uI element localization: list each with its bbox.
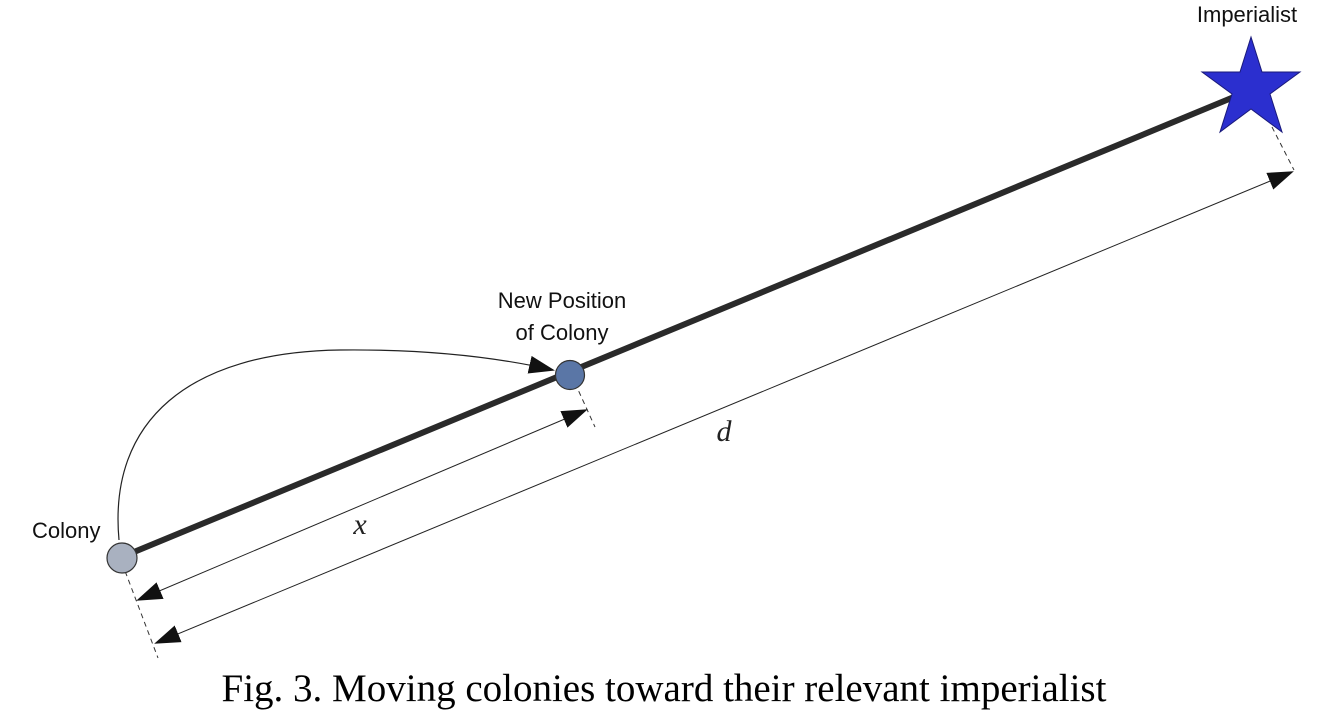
new-colony-circle-icon bbox=[554, 359, 586, 391]
new-position-label-line1: New Position bbox=[498, 288, 626, 313]
d-dimension-arrow bbox=[154, 171, 1294, 644]
imperialist-label: Imperialist bbox=[1197, 2, 1297, 27]
colony-extension-tick bbox=[121, 562, 159, 659]
x-variable-label: x bbox=[352, 508, 367, 541]
d-variable-label: d bbox=[717, 415, 733, 448]
colony-label: Colony bbox=[32, 518, 100, 543]
colony-circle-icon bbox=[106, 542, 138, 574]
imperialist-star-icon bbox=[1200, 35, 1302, 134]
imperialist-extension-tick bbox=[1271, 126, 1295, 171]
movement-arrow bbox=[117, 349, 555, 541]
colony-to-imperialist-path bbox=[119, 89, 1249, 560]
new-position-label-line2: of Colony bbox=[516, 320, 609, 345]
figure-caption: Fig. 3. Moving colonies toward their rel… bbox=[222, 667, 1107, 710]
new-position-extension-tick bbox=[574, 382, 596, 428]
x-dimension-arrow bbox=[136, 409, 588, 601]
